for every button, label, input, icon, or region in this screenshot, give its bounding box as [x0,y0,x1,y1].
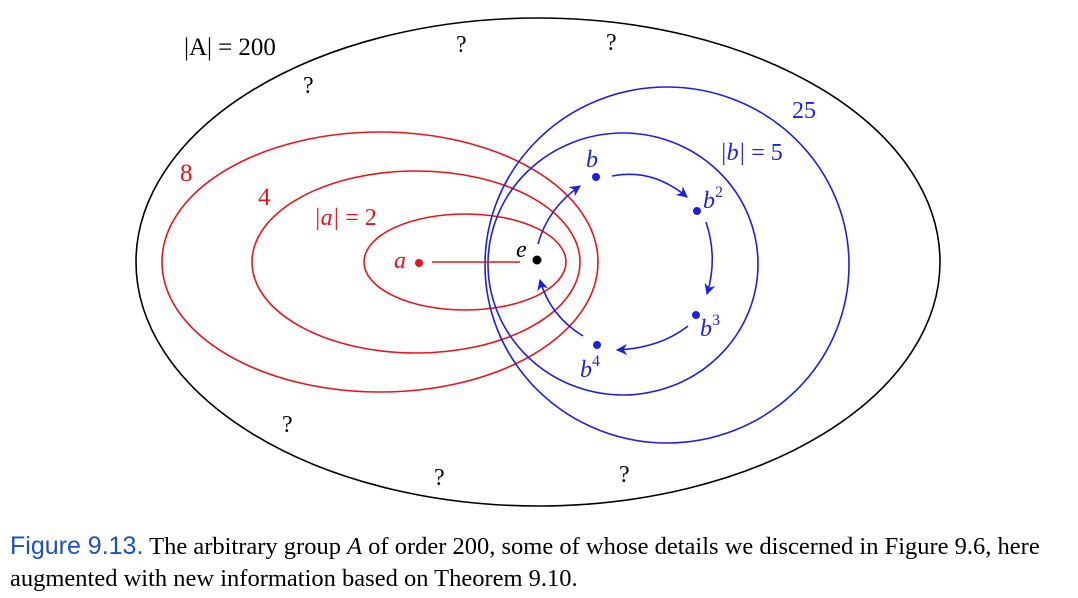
element-b4-point [593,341,601,349]
element-b3-point [692,311,700,319]
group-order-label: |A| = 200 [184,34,276,61]
arrow-b3-to-b4 [615,325,689,356]
subgroup-4-ellipse [251,170,581,354]
subgroup-25-label: 25 [792,98,816,124]
unknown-mark: ? [606,30,617,56]
caption-text-2: of order 200, some of whose details we d… [10,533,1040,592]
subgroup-b-order-label: |b| = 5 [720,140,783,166]
unknown-mark: ? [303,73,314,99]
element-b4-label: b4 [580,353,600,383]
figure-caption: Figure 9.13. The arbitrary group A of or… [10,530,1072,595]
element-b-point [592,173,600,181]
element-b2-point [693,207,701,215]
subgroup-a-order-label: |a| = 2 [314,205,377,231]
arrow-b-to-b2 [611,173,688,198]
subgroup-b-circle [487,132,759,396]
element-b2-label: b2 [703,184,723,214]
arrow-e-to-b [537,185,581,245]
unknown-mark: ? [434,465,445,491]
subgroup-4-label: 4 [258,184,271,211]
element-a-point [415,259,423,267]
caption-group-symbol: A [347,533,363,560]
unknown-mark: ? [619,462,630,488]
group-A-ellipse [135,17,941,507]
subgroup-a-ellipse [363,213,567,311]
unknown-mark: ? [282,412,293,438]
element-b3-label: b3 [700,312,720,342]
subgroup-8-label: 8 [180,160,193,187]
caption-label: Figure 9.13. [10,532,144,560]
group-diagram: |A| = 200 ? ? ? ? ? ? 8 4 |a| = 2 a e 25 |… [135,17,941,507]
subgroup-25-circle [484,86,850,444]
arrow-b2-to-b3 [704,221,716,296]
subgroup-8-ellipse [161,131,599,393]
element-b-label: b [586,147,598,173]
unknown-mark: ? [456,32,467,58]
caption-text-1: The arbitrary group [143,533,348,560]
identity-e-label: e [516,237,527,263]
identity-e-point [532,255,542,265]
arrow-b4-to-e [537,278,584,337]
element-a-label: a [394,248,406,274]
